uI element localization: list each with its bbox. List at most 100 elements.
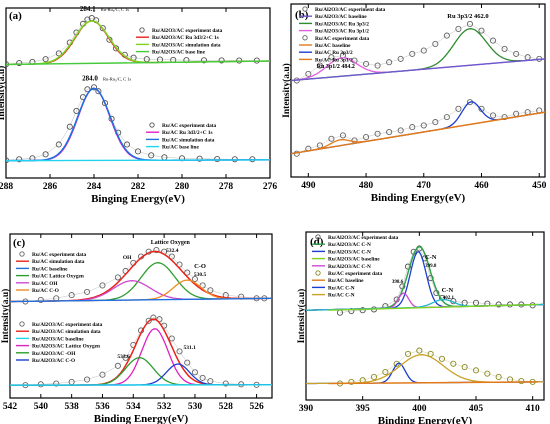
data-point: [455, 25, 462, 33]
peak-label: 284.1: [80, 5, 96, 13]
x-tick-label: 526: [249, 402, 264, 412]
baseline-ru-ac-baseline: [10, 297, 272, 303]
data-point: [432, 119, 439, 126]
legend-label: Ru/AC C-N: [328, 293, 355, 299]
x-tick-label: 276: [263, 182, 278, 192]
legend-label: Ru/AC baseline: [32, 266, 68, 272]
baseline-ru-al2o3-ac-baseline: [291, 58, 545, 82]
x-tick-label: 286: [43, 182, 58, 192]
legend-marker: [315, 234, 321, 240]
peak-label: 532.4: [166, 248, 179, 254]
data-point: [336, 309, 344, 316]
data-point: [176, 348, 183, 355]
data-trace: [25, 249, 265, 302]
data-point: [427, 275, 434, 282]
x-tick-label: 400: [412, 404, 427, 414]
data-point: [153, 247, 160, 254]
data-point: [150, 314, 157, 321]
fit-curve-ru-ac-ru-3d3-2-c-1s: [6, 87, 270, 162]
data-point: [207, 287, 214, 294]
data-point: [191, 275, 198, 283]
plot-frame: [305, 231, 545, 401]
series-ru-ac-experiment-data: [22, 247, 268, 305]
legend-label: Ru/Al2O3/AC experiment data: [152, 28, 223, 34]
data-trace: [339, 350, 533, 384]
data-point: [99, 371, 106, 378]
series-ru-ac-experiment-data: [336, 347, 536, 387]
peak-label: C-N: [442, 287, 454, 294]
x-tick-label: 534: [126, 402, 141, 412]
peak-label: 399.8: [425, 264, 437, 269]
data-point: [409, 124, 416, 131]
data-point: [438, 355, 446, 362]
legend-label: Ru/Al2O3/AC Ru 3p3/2: [315, 21, 369, 27]
plot-frame: [290, 3, 546, 178]
data-point: [348, 378, 355, 385]
legend-marker: [19, 321, 25, 327]
fit-curve-ru-al2o3-ac-c-o: [10, 363, 272, 386]
data-point: [37, 296, 44, 303]
data-point: [328, 135, 335, 142]
data-point: [374, 130, 381, 137]
legend-marker: [315, 270, 321, 276]
data-point: [101, 100, 109, 107]
data-point: [176, 261, 183, 268]
legend-label: Ru/AC experiment data: [328, 271, 382, 277]
fit-curve-ru-ac-ru-3p3-2: [291, 101, 545, 155]
legend-label: Ru/AC C-O: [32, 288, 59, 294]
x-tick-label: 460: [474, 181, 489, 191]
panel-d: 390 395 400 405 410 Binding Energy(eV) Intensi…: [296, 231, 545, 424]
data-point: [484, 370, 491, 377]
data-point: [362, 134, 370, 141]
panel-b: 490 480 470 460 450 Binding Energy(eV) Intensi…: [281, 3, 547, 204]
y-axis-label: Intensity(a.u): [0, 289, 11, 344]
legend-label: Ru/AC Ru 3d3/2+C 1s: [162, 130, 213, 136]
data-point: [148, 152, 155, 159]
data-trace: [296, 23, 540, 81]
data-point: [84, 288, 91, 295]
legend-label: Ru/AC experiment data: [315, 36, 369, 42]
legend-label: Ru/Al2O3/AC baseline: [328, 257, 380, 263]
legend-marker: [149, 122, 155, 128]
data-point: [455, 105, 462, 112]
data-point: [99, 282, 106, 289]
data-trace: [296, 101, 540, 154]
legend-label: Ru/Al2O3/AC experiment data: [328, 235, 399, 241]
x-tick-label: 540: [34, 402, 49, 412]
x-axis-label: Binding Energy(eV): [371, 192, 466, 204]
x-tick-label: 536: [95, 402, 110, 412]
panel-label: (c): [13, 237, 26, 249]
data-point: [68, 292, 75, 299]
data-point: [168, 335, 175, 342]
data-point: [420, 47, 427, 54]
data-point: [518, 378, 525, 385]
legend-label: Ru/Al2O3/AC experiment data: [32, 322, 103, 328]
x-tick-label: 530: [188, 402, 203, 412]
x-tick-label: 405: [469, 404, 484, 414]
x-axis-label: Binding Energy(eV): [94, 413, 189, 424]
fit-curve-ru-ac-simulation-data: [6, 87, 270, 162]
data-point: [84, 86, 91, 93]
panel-c: 542 540 538 536 534 532 530 528 526 Binding Energ…: [0, 233, 273, 424]
data-point: [443, 32, 450, 39]
plot-frame: [9, 233, 273, 399]
baseline-ru-ac-baseline: [328, 381, 539, 385]
x-tick-label: 278: [219, 182, 234, 192]
data-point: [489, 112, 497, 119]
data-point: [114, 274, 121, 281]
legend-label: Ru/Al2O3/AC C-N: [328, 242, 371, 248]
data-point: [339, 132, 347, 139]
data-point: [145, 317, 152, 324]
x-tick-label: 390: [299, 404, 314, 414]
x-tick-label: 280: [175, 182, 190, 192]
baseline-ru-ac-base-line: [6, 159, 270, 162]
legend-marker: [139, 27, 145, 33]
data-point: [450, 360, 457, 367]
data-point: [84, 376, 91, 383]
x-tick-label: 470: [417, 181, 432, 191]
peak-label: Lattice Oxygen: [151, 240, 191, 246]
data-point: [207, 378, 214, 385]
data-point: [443, 114, 450, 121]
legend-label: Ru/AC Ru 3p1/2: [315, 57, 353, 63]
